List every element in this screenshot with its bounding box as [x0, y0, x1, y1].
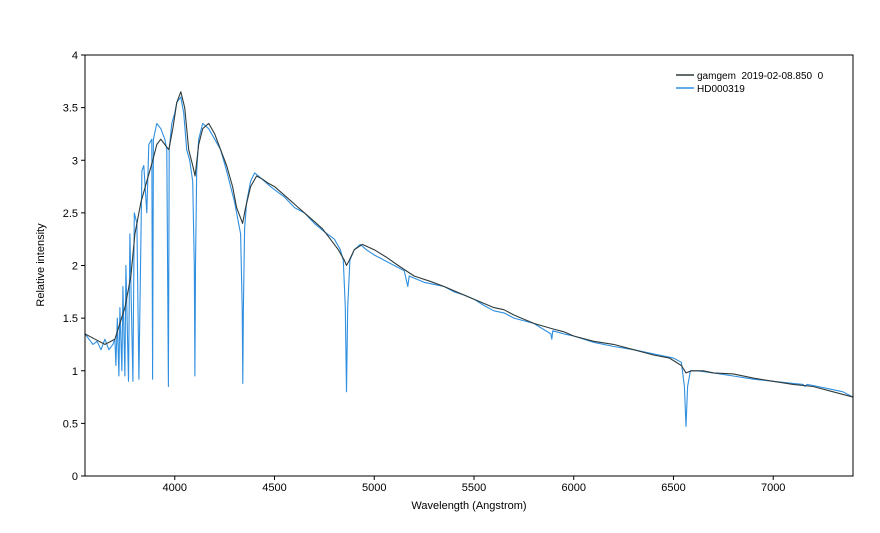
x-axis-title: Wavelength (Angstrom) [411, 500, 526, 512]
x-tick-label: 6500 [661, 482, 685, 494]
legend-label: gamgem 2019-02-08.850 0 [697, 71, 824, 82]
x-tick-label: 4000 [163, 482, 187, 494]
y-tick-label: 0 [72, 471, 78, 483]
x-tick-label: 5000 [362, 482, 386, 494]
x-tick-label: 5500 [462, 482, 486, 494]
x-tick-label: 7000 [761, 482, 785, 494]
y-tick-label: 1.5 [63, 313, 78, 325]
series-layer [85, 91, 853, 428]
x-tick-label: 6000 [561, 482, 585, 494]
y-tick-label: 3.5 [63, 103, 78, 115]
x-tick-label: 4500 [262, 482, 286, 494]
series-line-0 [85, 91, 853, 398]
y-tick-label: 2.5 [63, 208, 78, 220]
y-tick-label: 2 [72, 261, 78, 273]
y-axis-title: Relative intensity [35, 223, 47, 307]
legend-label: HD000319 [697, 84, 745, 95]
series-line-1 [85, 96, 853, 428]
x-axis-ticks: 4000 4500 5000 5500 6000 6500 7000 [163, 476, 785, 494]
y-axis-ticks: 0 0.5 1 1.5 2 2.5 3 3.5 4 [63, 50, 85, 483]
y-tick-label: 1 [72, 366, 78, 378]
y-tick-label: 0.5 [63, 418, 78, 430]
y-tick-label: 4 [72, 50, 78, 62]
y-tick-label: 3 [72, 155, 78, 167]
legend: gamgem 2019-02-08.850 0 HD000319 [676, 71, 824, 95]
